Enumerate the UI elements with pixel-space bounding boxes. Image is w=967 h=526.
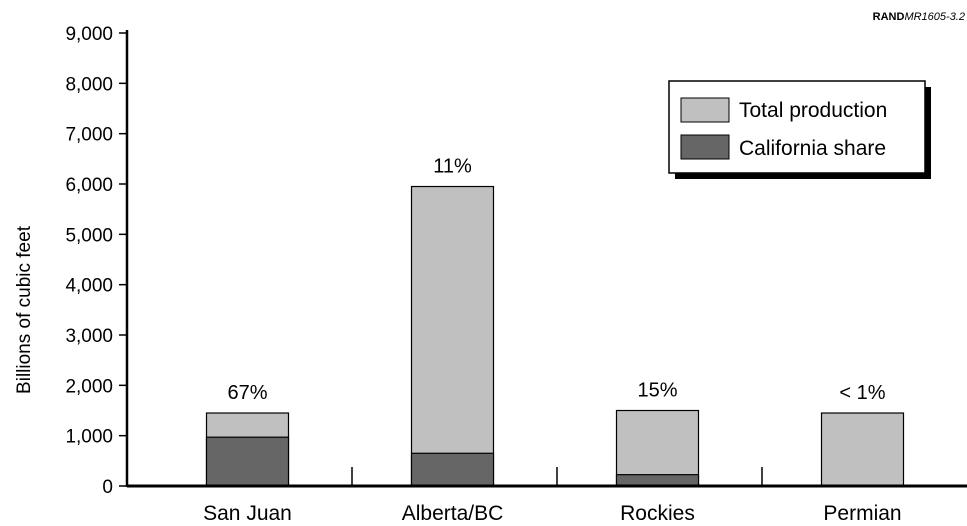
percent-annotations: 67% 11% 15% < 1% [227,156,885,405]
y-axis-ticks: 0 1,000 2,000 3,000 4,000 5,000 6,000 7,000 8,00… [65,24,127,498]
legend-label-total: Total production [739,99,887,122]
legend-swatch-total [680,97,730,123]
y-tick-label: 2,000 [65,376,113,397]
y-tick-label: 4,000 [65,276,113,297]
percent-annotation: < 1% [839,382,885,404]
y-tick-label: 0 [102,477,113,498]
legend-label-california: California share [739,137,886,160]
y-tick-label: 7,000 [65,125,113,146]
y-tick-label: 1,000 [65,427,113,448]
legend: Total production California share [668,80,931,179]
y-tick-label: 3,000 [65,326,113,347]
y-tick-label: 5,000 [65,225,113,246]
percent-annotation: 67% [227,382,267,404]
x-category-label: Rockies [620,502,695,525]
x-category-label: Permian [823,502,901,525]
credit-code: MR1605-3.2 [904,11,965,23]
percent-annotation: 15% [637,380,677,402]
y-tick-label: 9,000 [65,24,113,45]
bars-group [205,185,905,487]
x-category-label: Alberta/BC [402,502,504,525]
bar-california-share [410,452,495,487]
x-axis-categories: San Juan Alberta/BC Rockies Permian [203,467,902,525]
x-category-label: San Juan [203,502,292,525]
y-axis-label: Billions of cubic feet [14,225,35,394]
y-tick-label: 6,000 [65,175,113,196]
credit-label: RANDMR1605-3.2 [873,11,965,23]
bar-total-production [410,185,495,487]
bar-california-share [205,436,290,487]
bar-total-production [820,412,905,487]
bar-california-share [615,474,700,487]
credit-org: RAND [873,11,905,23]
y-tick-label: 8,000 [65,74,113,95]
percent-annotation: 11% [433,156,472,178]
legend-swatch-california [680,134,730,160]
